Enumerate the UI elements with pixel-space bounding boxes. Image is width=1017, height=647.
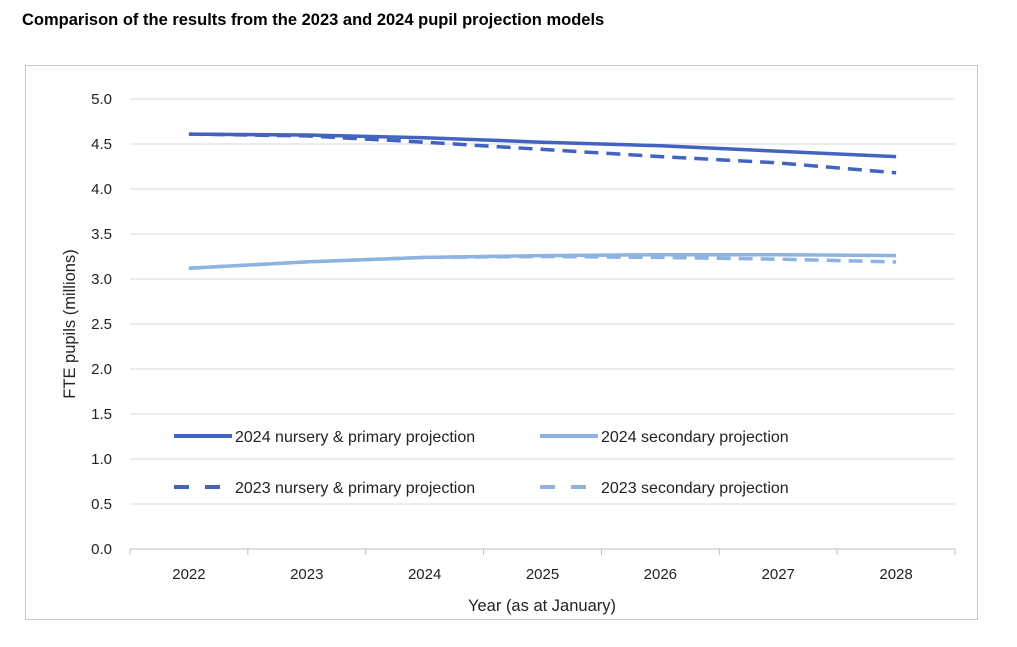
series-line (188, 132, 897, 175)
x-axis: 2022 2023 2024 2025 2026 2027 2028 (129, 548, 956, 583)
y-tick-label: 2.0 (91, 361, 112, 378)
y-tick-label: 3.0 (91, 271, 112, 288)
chart-frame (25, 65, 978, 620)
y-axis-label: FTE pupils (millions) (61, 249, 79, 398)
y-tick-label: 2.5 (91, 316, 112, 333)
y-tick-label: 1.0 (91, 451, 112, 468)
x-tick-label: 2026 (644, 566, 677, 583)
gridlines (130, 98, 955, 505)
legend-label: 2024 nursery & primary projection (235, 429, 475, 446)
chart-title: Comparison of the results from the 2023 … (22, 11, 605, 29)
y-tick-label: 3.5 (91, 226, 112, 243)
x-tick-label: 2022 (172, 566, 205, 583)
x-tick-label: 2028 (879, 566, 912, 583)
series-line (188, 254, 897, 270)
x-axis-label: Year (as at January) (468, 597, 616, 615)
series-line (188, 132, 897, 159)
x-tick-label: 2027 (762, 566, 795, 583)
y-tick-label: 0.5 (91, 496, 112, 513)
x-tick-label: 2024 (408, 566, 441, 583)
series-lines (188, 132, 897, 270)
legend-label: 2024 secondary projection (601, 429, 789, 446)
y-tick-label: 5.0 (91, 91, 112, 108)
y-tick-label: 4.0 (91, 181, 112, 198)
y-tick-label: 0.0 (91, 541, 112, 558)
legend-label: 2023 secondary projection (601, 480, 789, 497)
legend: 2024 nursery & primary projection 2024 se… (174, 429, 789, 497)
y-axis-ticks: 0.0 0.5 1.0 1.5 2.0 2.5 3.0 3.5 4.0 4.5 5.0 (91, 91, 112, 558)
y-tick-label: 1.5 (91, 406, 112, 423)
x-tick-label: 2023 (290, 566, 323, 583)
x-tick-label: 2025 (526, 566, 559, 583)
legend-label: 2023 nursery & primary projection (235, 480, 475, 497)
y-tick-label: 4.5 (91, 136, 112, 153)
